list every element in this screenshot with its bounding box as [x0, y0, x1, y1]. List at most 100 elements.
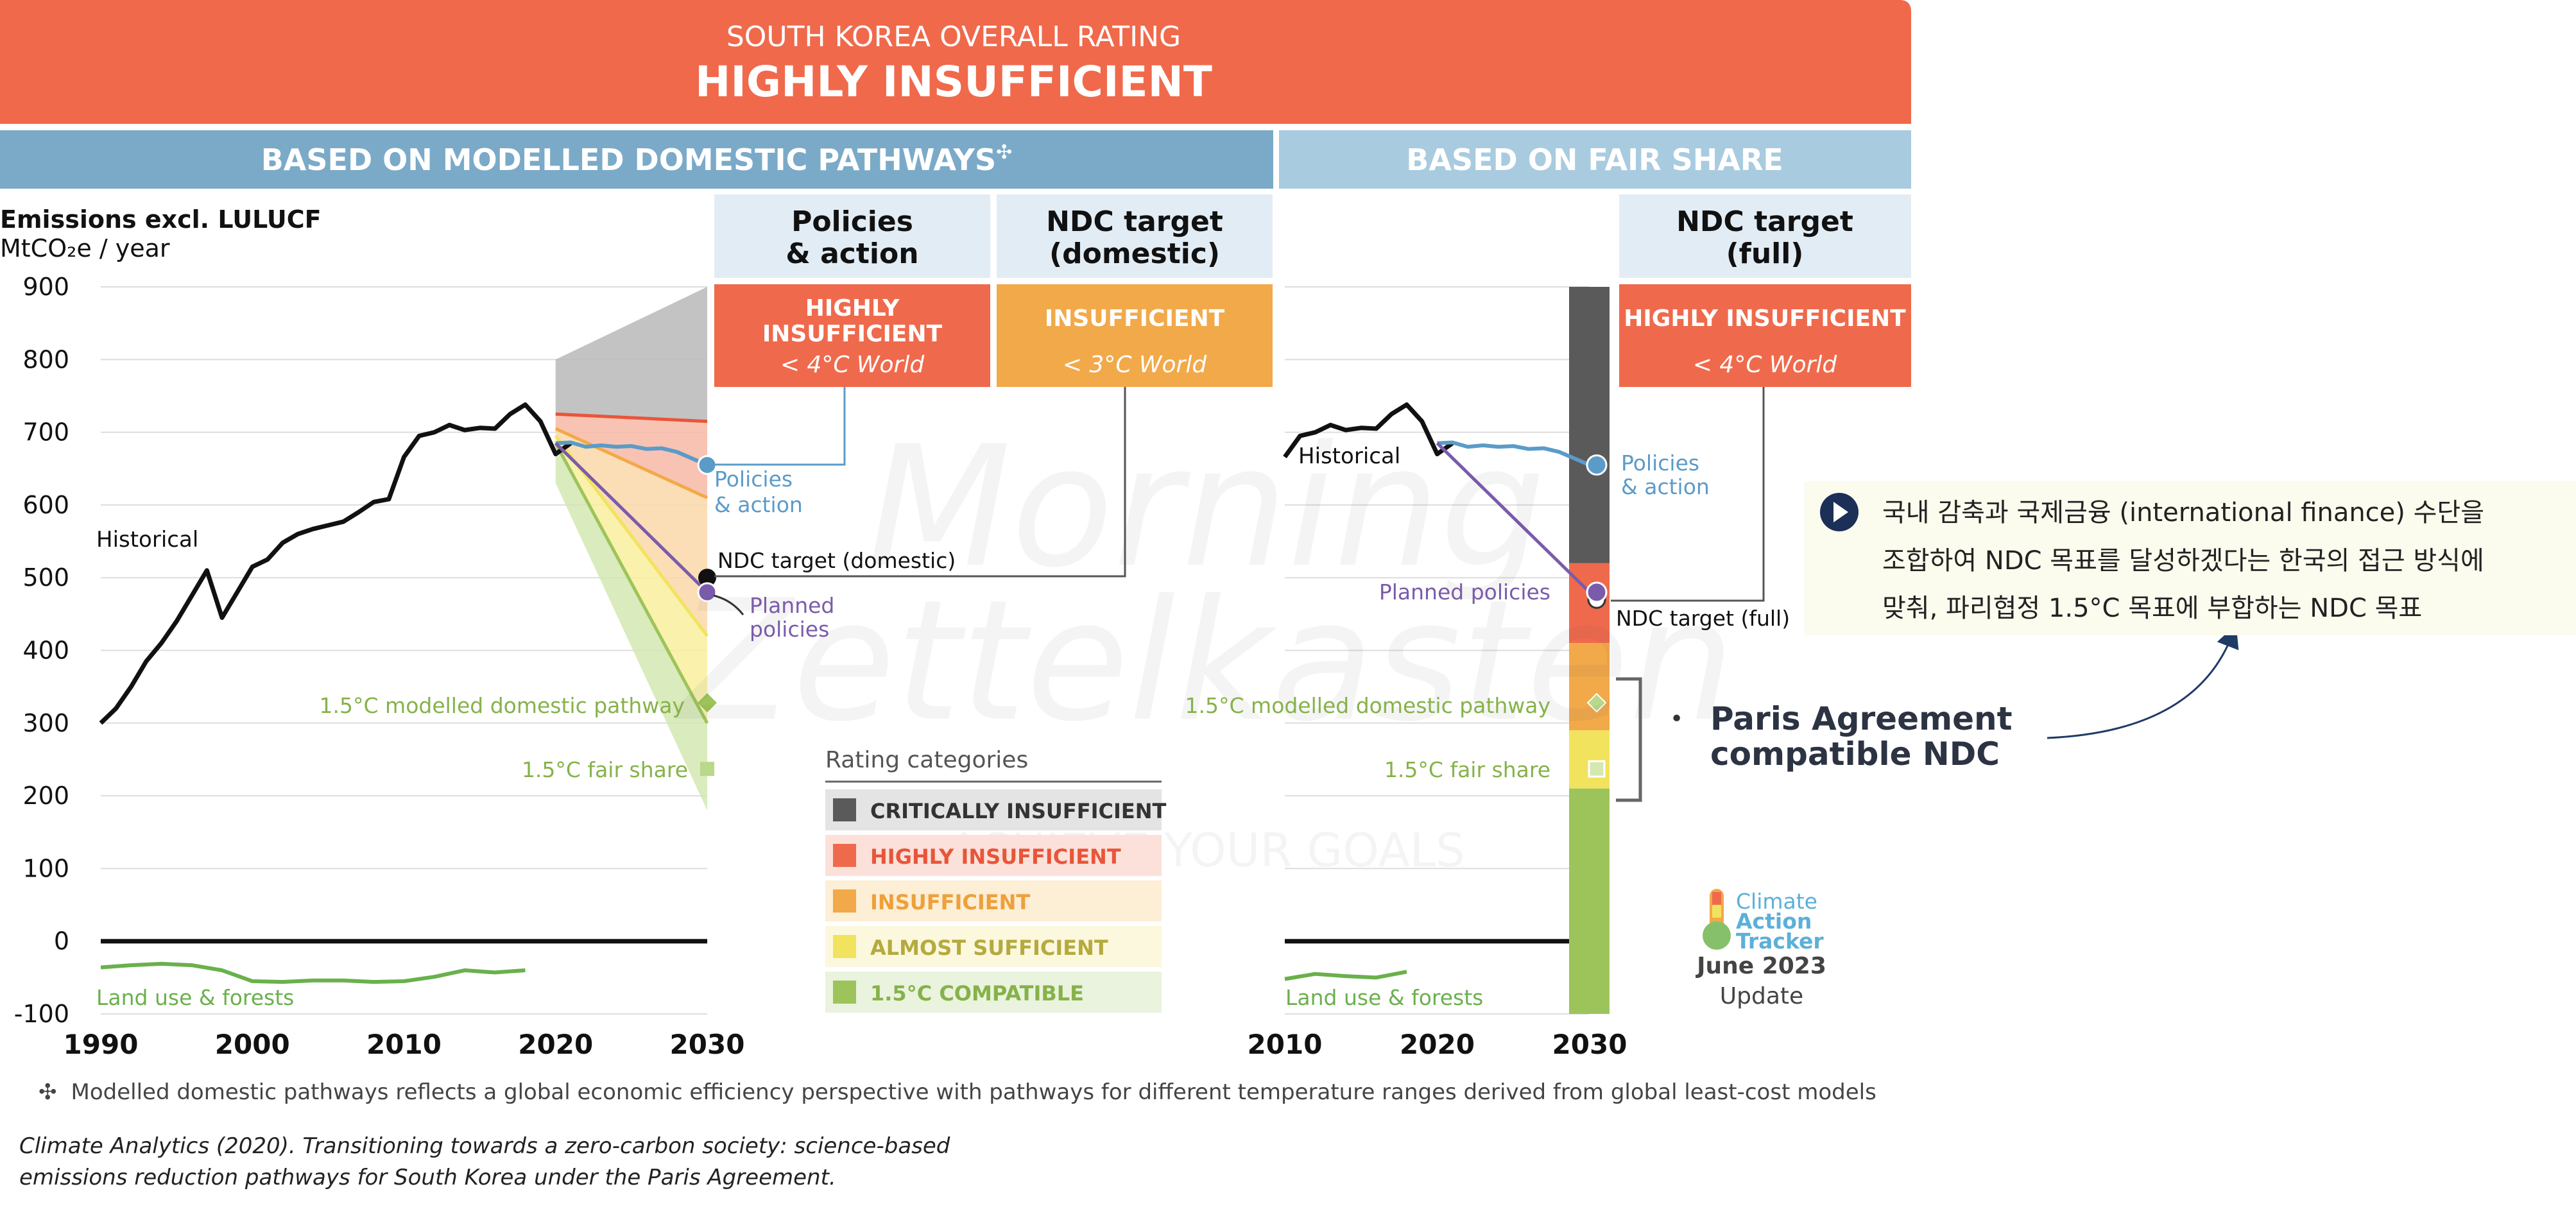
label-ndc-full: NDC target (full) — [1616, 606, 1790, 631]
y-tick-label: 300 — [22, 709, 69, 737]
label-historical-left: Historical — [96, 527, 198, 553]
rating-box-title: (domestic) — [1049, 237, 1220, 270]
connector-ndc-domestic — [714, 387, 1126, 578]
y-tick-label: 400 — [22, 637, 69, 665]
y-axis-title: Emissions excl. LULUCF — [0, 205, 322, 234]
rating-box-world: < 4°C World — [780, 352, 925, 378]
historical-line — [99, 402, 572, 725]
korean-note-box — [1805, 481, 2576, 635]
y-tick-label: 100 — [22, 854, 69, 882]
connector-policies — [706, 387, 846, 466]
planned-policies-line — [1436, 442, 1591, 594]
y-tick-label: 800 — [22, 345, 69, 373]
paris-arrow — [2047, 624, 2239, 739]
x-tick-label: 2020 — [1400, 1029, 1475, 1060]
label-policies-right: Policies & action — [1621, 450, 1710, 499]
band-critically-insufficient — [555, 287, 707, 422]
climate-action-tracker-logo: Climate Action Tracker June 2023 Update — [1695, 889, 1826, 1009]
citation-line: Climate Analytics (2020). Transitioning … — [19, 1133, 950, 1159]
land-use-line — [1284, 970, 1407, 981]
policies-line — [1437, 440, 1591, 467]
citation-line: emissions reduction pathways for South K… — [19, 1165, 836, 1190]
label-ndc-domestic: NDC target (domestic) — [717, 548, 956, 573]
logo-text: Action — [1736, 909, 1812, 934]
label-land-use-left: Land use & forests — [96, 985, 294, 1010]
rating-box-world: < 3°C World — [1063, 352, 1208, 378]
rating-box-title: NDC target — [1676, 205, 1853, 238]
y-tick-label: 200 — [22, 782, 69, 810]
rating-bar-insufficient — [1569, 643, 1610, 731]
rating-box-world: < 4°C World — [1693, 352, 1838, 378]
rating-box-title: Policies — [791, 205, 913, 238]
thermometer-icon — [1703, 889, 1731, 950]
planned-marker — [697, 582, 717, 603]
section-fair-title: BASED ON FAIR SHARE — [1406, 142, 1783, 177]
legend-swatch — [833, 935, 856, 958]
country-rating-label: SOUTH KOREA OVERALL RATING — [726, 21, 1181, 53]
policies-marker — [1586, 454, 1608, 476]
historical-line — [1283, 402, 1454, 459]
rating-box-rating: INSUFFICIENT — [762, 321, 943, 347]
rating-box-rating: INSUFFICIENT — [1045, 305, 1225, 332]
y-tick-label: -100 — [14, 1000, 69, 1028]
legend-title: Rating categories — [825, 747, 1028, 773]
policies-line — [555, 440, 708, 467]
rating-box-ndc-full: NDC target (full) HIGHLY INSUFFICIENT < … — [1619, 194, 1911, 387]
logo-update: Update — [1720, 983, 1803, 1009]
section-fair-bar — [1279, 130, 1911, 189]
y-tick-label: 500 — [22, 563, 69, 592]
rating-box-policies: Policies & action HIGHLY INSUFFICIENT < … — [714, 194, 990, 387]
band-boundary — [554, 427, 708, 499]
paris-bullet: • — [1670, 706, 1683, 732]
label-policies-left: Policies & action — [714, 467, 803, 517]
y-tick-label: 600 — [22, 491, 69, 519]
legend-row-bg — [825, 789, 1162, 830]
label-planned-left: Planned policies — [750, 593, 834, 642]
rating-bar-1-5-c-compatible — [1569, 788, 1610, 1014]
korean-note: 국내 감축과 국제금융 (international finance) 수단을 … — [1805, 481, 2576, 635]
rating-box-rating: HIGHLY — [805, 295, 900, 322]
legend-row-bg — [825, 835, 1162, 876]
band-1-5-c-compatible — [555, 443, 707, 810]
legend-item-label: ALMOST SUFFICIENT — [870, 936, 1108, 960]
footnote: ✣ Modelled domestic pathways reflects a g… — [39, 1079, 1876, 1105]
planned-marker — [1586, 581, 1608, 603]
rating-box-title: & action — [786, 237, 918, 270]
watermark-line2: Zettelkasten — [673, 565, 1735, 759]
y-axis-unit: MtCO₂e / year — [0, 234, 170, 262]
legend-row-bg — [825, 926, 1162, 967]
legend-row-bg — [825, 880, 1162, 922]
x-tick-label: 2010 — [1248, 1029, 1323, 1060]
overall-rating: HIGHLY INSUFFICIENT — [695, 57, 1212, 107]
watermark-line1: Morning — [867, 411, 1545, 604]
header-banner — [0, 0, 1911, 124]
legend-item-label: INSUFFICIENT — [870, 890, 1030, 914]
x-tick-label: 2020 — [518, 1029, 593, 1060]
label-fair-share-right: 1.5°C fair share — [1384, 757, 1550, 782]
section-modelled-title: BASED ON MODELLED DOMESTIC PATHWAYS✣ — [261, 141, 1013, 177]
planned-pointer — [713, 594, 744, 615]
legend: Rating categories CRITICALLY INSUFFICIEN… — [825, 747, 1167, 1013]
planned-policies-line — [554, 442, 708, 594]
rating-box-title: NDC target — [1046, 205, 1223, 238]
rating-box-rating: HIGHLY INSUFFICIENT — [1624, 305, 1906, 332]
korean-note-line: 국내 감축과 국제금융 (international finance) 수단을 — [1882, 498, 2484, 527]
fair-share-marker — [1588, 760, 1606, 778]
x-tick-label: 1990 — [64, 1029, 139, 1060]
label-pathway-right: 1.5°C modelled domestic pathway — [1185, 693, 1550, 718]
x-tick-label: 2030 — [1552, 1029, 1627, 1060]
y-tick-label: 0 — [54, 927, 69, 956]
y-tick-label: 700 — [22, 418, 69, 447]
paris-note: Paris Agreement compatible NDC — [1710, 700, 2012, 773]
rating-box-title: (full) — [1726, 237, 1804, 270]
pathway-marker — [698, 693, 717, 713]
logo-text: Climate — [1736, 889, 1817, 914]
legend-swatch — [833, 844, 856, 867]
legend-row-bg — [825, 972, 1162, 1013]
logo-date: June 2023 — [1695, 953, 1826, 979]
label-fair-share-left: 1.5°C fair share — [522, 757, 688, 782]
legend-item-label: CRITICALLY INSUFFICIENT — [870, 799, 1167, 823]
label-planned-right: Planned policies — [1379, 579, 1550, 604]
band-boundary — [554, 442, 709, 724]
band-boundary — [555, 412, 708, 424]
